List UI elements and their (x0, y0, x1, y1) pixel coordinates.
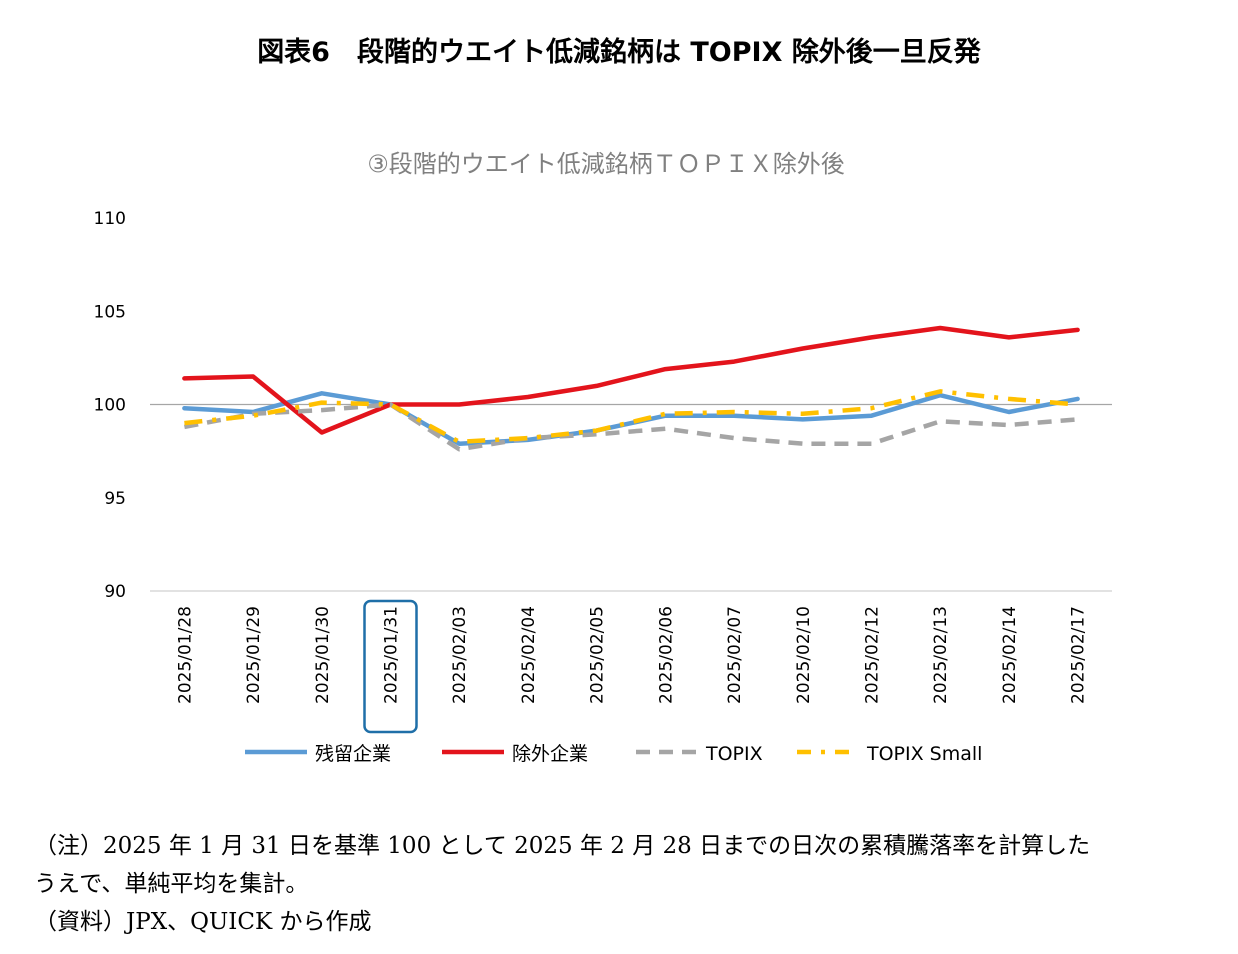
source-line: （資料）JPX、QUICK から作成 (34, 909, 372, 935)
note-line-2: うえで、単純平均を集計。 (34, 871, 309, 897)
x-tick-label: 2025/01/28 (175, 606, 195, 704)
y-tick-label: 90 (104, 582, 126, 602)
note-line-1: （注）2025 年 1 月 31 日を基準 100 として 2025 年 2 月… (34, 833, 1091, 859)
y-tick-label: 105 (94, 302, 126, 322)
legend-label-topix_small: TOPIX Small (866, 743, 982, 765)
x-tick-label: 2025/02/06 (656, 606, 676, 704)
y-tick-label: 100 (94, 396, 126, 416)
series-line-topix_small (184, 389, 1078, 445)
legend-label-residual: 残留企業 (315, 743, 391, 765)
chart-title: ③段階的ウエイト低減銘柄ＴＯＰＩＸ除外後 (367, 150, 845, 178)
x-tick-label: 2025/02/04 (519, 606, 539, 704)
x-tick-label: 2025/01/31 (382, 606, 402, 704)
x-tick-label: 2025/02/07 (725, 606, 745, 704)
x-tick-label: 2025/01/30 (313, 606, 333, 704)
y-tick-label: 95 (104, 489, 126, 509)
x-tick-label: 2025/02/14 (1000, 606, 1020, 704)
x-tick-label: 2025/02/17 (1069, 606, 1089, 704)
legend: 残留企業 除外企業 TOPIX TOPIX Small (245, 743, 982, 765)
series-line-topix (183, 402, 1078, 452)
line-chart: ③段階的ウエイト低減銘柄ＴＯＰＩＸ除外後 90 95 100 105 110 2025/… (94, 150, 1112, 765)
series-line-residual (182, 391, 1080, 446)
series-line-excluded (182, 325, 1080, 435)
highlight-box (363, 599, 418, 734)
y-tick-label: 110 (94, 209, 126, 229)
x-tick-label: 2025/02/13 (931, 606, 951, 704)
series-layer (182, 325, 1080, 452)
x-tick-label: 2025/02/05 (588, 606, 608, 704)
legend-label-topix: TOPIX (705, 743, 763, 765)
x-tick-label: 2025/02/12 (863, 606, 883, 704)
x-tick-label: 2025/02/10 (794, 606, 814, 704)
x-axis-labels: 2025/01/28 2025/01/29 2025/01/30 2025/01/31… (175, 606, 1088, 704)
figure-title: 図表6 段階的ウエイト低減銘柄は TOPIX 除外後一旦反発 (257, 37, 981, 68)
y-axis: 90 95 100 105 110 (94, 209, 126, 602)
x-tick-label: 2025/01/29 (244, 606, 264, 704)
x-tick-label: 2025/02/03 (450, 606, 470, 704)
legend-label-excluded: 除外企業 (512, 743, 588, 765)
